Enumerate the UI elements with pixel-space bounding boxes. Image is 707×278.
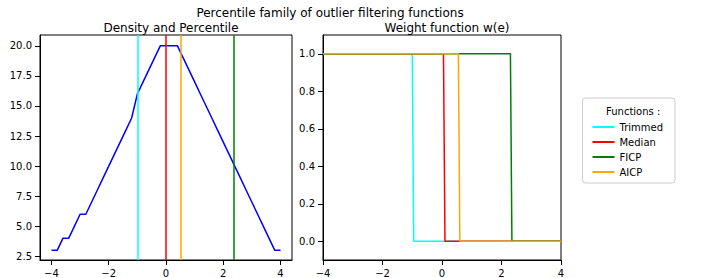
svg-text:2: 2: [220, 268, 226, 278]
svg-text:2.5: 2.5: [16, 251, 32, 262]
svg-text:15.0: 15.0: [10, 100, 32, 111]
svg-text:20.0: 20.0: [10, 40, 32, 51]
svg-text:12.5: 12.5: [10, 131, 32, 142]
svg-text:5.0: 5.0: [16, 221, 32, 232]
svg-text:−4: −4: [316, 268, 331, 278]
svg-text:10.0: 10.0: [10, 161, 32, 172]
svg-text:0.0: 0.0: [299, 236, 315, 247]
svg-text:−2: −2: [101, 268, 116, 278]
svg-text:0.6: 0.6: [299, 123, 315, 134]
svg-text:AICP: AICP: [619, 167, 642, 178]
svg-text:0.4: 0.4: [299, 161, 315, 172]
svg-text:0: 0: [439, 268, 445, 278]
svg-text:0.2: 0.2: [299, 198, 315, 209]
svg-text:2: 2: [498, 268, 504, 278]
svg-text:1.0: 1.0: [299, 48, 315, 59]
svg-text:4: 4: [558, 268, 564, 278]
svg-text:Weight function w(e): Weight function w(e): [384, 21, 509, 35]
svg-text:Median: Median: [619, 137, 655, 148]
svg-text:Density and Percentile: Density and Percentile: [103, 21, 238, 35]
svg-text:4: 4: [277, 268, 283, 278]
svg-text:17.5: 17.5: [10, 70, 32, 81]
svg-text:7.5: 7.5: [16, 191, 32, 202]
svg-text:Trimmed: Trimmed: [618, 122, 663, 133]
svg-text:Functions :: Functions :: [606, 106, 660, 117]
svg-text:−4: −4: [44, 268, 59, 278]
svg-text:−2: −2: [375, 268, 390, 278]
svg-text:FICP: FICP: [619, 152, 641, 163]
svg-text:0: 0: [163, 268, 169, 278]
svg-text:0.8: 0.8: [299, 86, 315, 97]
svg-text:Percentile family of outlier f: Percentile family of outlier filtering f…: [196, 6, 463, 20]
